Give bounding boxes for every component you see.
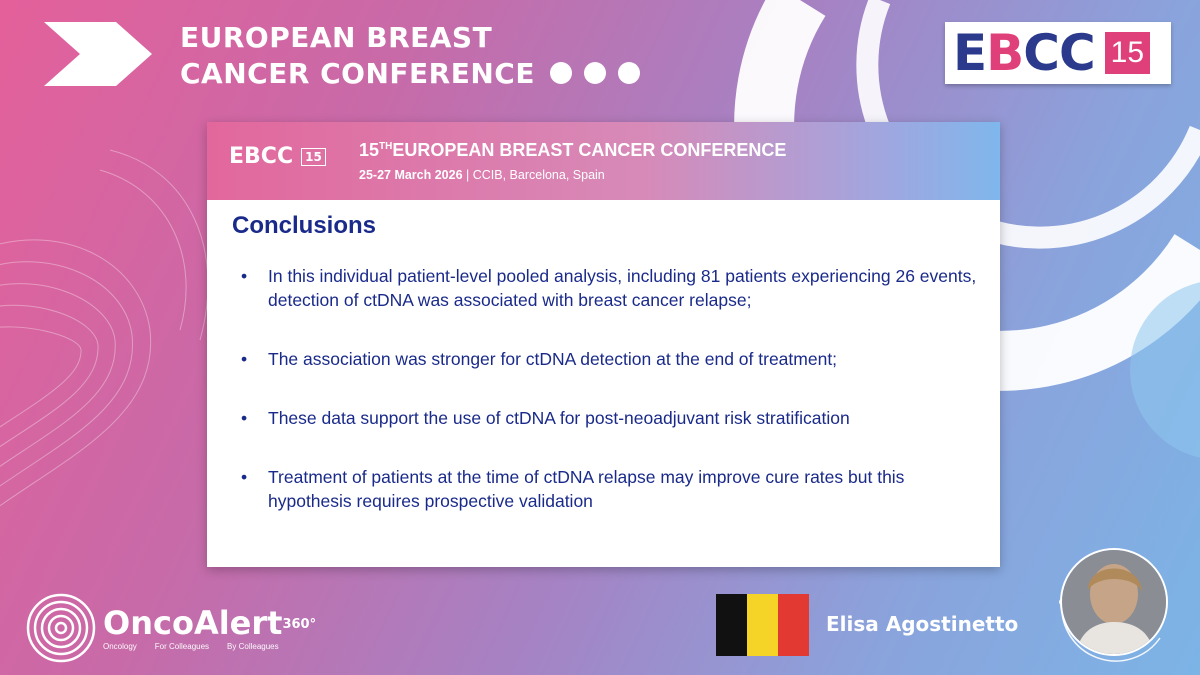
flag-stripe-yellow bbox=[747, 594, 778, 656]
title-superscript: TH bbox=[379, 141, 393, 152]
oncoalert-rings-icon bbox=[26, 593, 96, 663]
conference-title: EUROPEAN BREAST CANCER CONFERENCE bbox=[180, 20, 535, 92]
bullet-text: These data support the use of ctDNA for … bbox=[268, 408, 850, 428]
bullet-mark: • bbox=[241, 349, 248, 369]
list-item: • These data support the use of ctDNA for… bbox=[232, 406, 977, 430]
slide-heading: Conclusions bbox=[232, 212, 377, 239]
slide-body: Conclusions • In this individual patient-… bbox=[232, 212, 977, 548]
bullet-mark: • bbox=[241, 266, 248, 286]
logo-letter-e: E bbox=[953, 24, 987, 82]
bullet-text: Treatment of patients at the time of ctD… bbox=[268, 467, 905, 511]
list-item: • Treatment of patients at the time of ct… bbox=[232, 465, 977, 513]
logo-letter-b: B bbox=[986, 24, 1024, 82]
slide-conference-title: 15THEUROPEAN BREAST CANCER CONFERENCE bbox=[359, 140, 786, 161]
bullet-mark: • bbox=[241, 408, 248, 428]
dot bbox=[550, 62, 572, 84]
tagline-item: For Colleagues bbox=[154, 641, 210, 651]
presentation-slide: EBCC 15 15THEUROPEAN BREAST CANCER CONFE… bbox=[207, 122, 1000, 567]
slide-logo: EBCC 15 bbox=[229, 144, 326, 169]
brand-name: OncoAlert bbox=[103, 603, 283, 642]
dot bbox=[584, 62, 606, 84]
oncoalert-tagline: Oncology For Colleagues By Colleagues bbox=[103, 642, 316, 651]
belgium-flag bbox=[716, 594, 809, 656]
ebcc-logo: EBCC 15 bbox=[945, 22, 1171, 84]
logo-letters-cc: CC bbox=[1023, 24, 1095, 82]
list-item: • The association was stronger for ctDNA … bbox=[232, 347, 977, 371]
subtitle-dates: 25-27 March 2026 bbox=[359, 168, 463, 182]
ebcc-logo-letters: EBCC bbox=[953, 24, 1096, 82]
oncoalert-wordmark: OncoAlert360° bbox=[103, 606, 316, 640]
conference-title-line1: EUROPEAN BREAST bbox=[180, 21, 493, 54]
ebcc-logo-number: 15 bbox=[1104, 32, 1151, 74]
brand-superscript: 360° bbox=[282, 616, 317, 632]
flag-stripe-black bbox=[716, 594, 747, 656]
conclusion-list: • In this individual patient-level pooled… bbox=[232, 264, 977, 513]
slide-logo-text: EBCC bbox=[229, 144, 294, 169]
tagline-item: Oncology bbox=[103, 641, 137, 651]
dot bbox=[618, 62, 640, 84]
flag-stripe-red bbox=[778, 594, 809, 656]
conference-title-line2: CANCER CONFERENCE bbox=[180, 57, 535, 90]
slide-conference-subtitle: 25-27 March 2026 | CCIB, Barcelona, Spai… bbox=[359, 168, 605, 182]
decorative-dots bbox=[550, 62, 640, 84]
slide-logo-number: 15 bbox=[301, 147, 326, 166]
tagline-item: By Colleagues bbox=[227, 641, 279, 651]
person-portrait-icon bbox=[1062, 550, 1166, 654]
list-item: • In this individual patient-level pooled… bbox=[232, 264, 977, 312]
header-arrow-graphic bbox=[44, 22, 152, 86]
title-number: 15 bbox=[359, 140, 380, 160]
bullet-text: In this individual patient-level pooled … bbox=[268, 266, 977, 310]
slide-header: EBCC 15 15THEUROPEAN BREAST CANCER CONFE… bbox=[207, 122, 1000, 200]
subtitle-venue: | CCIB, Barcelona, Spain bbox=[462, 168, 605, 182]
bullet-text: The association was stronger for ctDNA d… bbox=[268, 349, 838, 369]
speaker-avatar bbox=[1060, 548, 1168, 656]
oncoalert-logo: OncoAlert360° Oncology For Colleagues By… bbox=[25, 592, 316, 664]
speaker-name: Elisa Agostinetto bbox=[826, 612, 1019, 636]
bullet-mark: • bbox=[241, 467, 248, 487]
title-text: EUROPEAN BREAST CANCER CONFERENCE bbox=[392, 140, 787, 160]
